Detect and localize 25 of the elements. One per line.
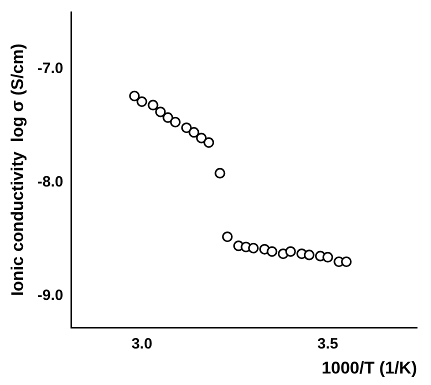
point — [181, 122, 192, 134]
x-tick-label: 3.0 — [131, 336, 152, 353]
point — [170, 116, 181, 128]
y-tick-label: -7.0 — [37, 60, 64, 77]
point — [148, 100, 158, 110]
x-axis-title: 1000/T (1/K) — [322, 358, 417, 378]
point — [162, 112, 174, 123]
point — [304, 250, 314, 260]
point — [285, 246, 296, 257]
point — [248, 242, 259, 254]
point — [188, 127, 200, 138]
point — [204, 137, 214, 148]
point — [129, 90, 140, 102]
y-tick-label: -9.0 — [37, 286, 64, 304]
point — [155, 106, 166, 118]
point — [214, 168, 226, 179]
point — [266, 246, 278, 257]
point — [222, 231, 233, 242]
y-tick-label: -8.0 — [37, 173, 64, 190]
point — [341, 256, 352, 268]
point — [136, 96, 148, 107]
x-tick-label: 3.5 — [317, 336, 338, 353]
point — [322, 252, 334, 263]
point — [196, 132, 207, 144]
y-axis-title: Ionic conductivity log σ (S/cm) — [8, 44, 27, 296]
